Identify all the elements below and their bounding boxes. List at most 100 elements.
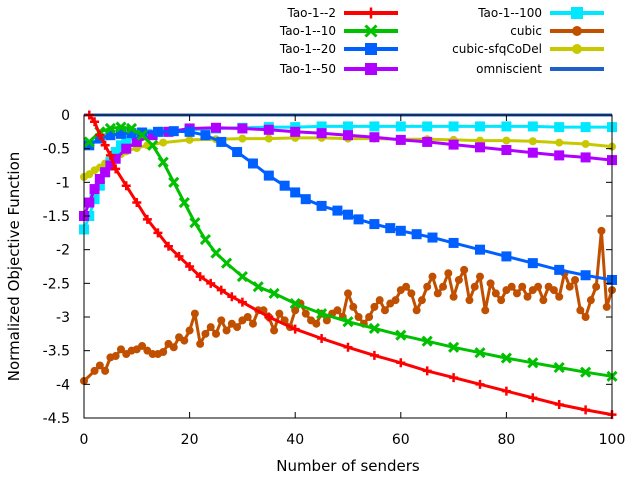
data-point xyxy=(94,173,105,184)
data-point xyxy=(554,122,565,133)
data-point xyxy=(407,289,416,298)
data-point xyxy=(580,122,591,133)
data-point xyxy=(572,26,582,36)
data-point xyxy=(549,286,558,295)
data-point xyxy=(291,306,300,315)
data-point xyxy=(206,278,216,288)
data-point xyxy=(412,306,421,315)
data-point xyxy=(178,196,190,209)
data-point xyxy=(349,302,358,311)
data-point xyxy=(343,342,353,352)
data-point xyxy=(497,296,506,305)
data-point xyxy=(527,357,539,369)
data-point xyxy=(527,258,538,269)
data-point xyxy=(222,326,231,335)
legend-item: Tao-1--50 xyxy=(279,62,398,76)
y-tick-label: -0.5 xyxy=(43,142,70,158)
data-point xyxy=(554,400,564,410)
data-point xyxy=(211,122,221,133)
data-point xyxy=(89,184,100,195)
data-point xyxy=(275,309,284,318)
data-point xyxy=(502,136,511,145)
x-axis-title: Number of senders xyxy=(276,457,420,475)
y-axis-title: Normalized Objective Function xyxy=(5,152,23,382)
data-point xyxy=(454,275,463,284)
data-point xyxy=(290,324,300,334)
data-point xyxy=(121,143,132,154)
data-point xyxy=(534,282,543,291)
data-point xyxy=(572,44,582,54)
data-point xyxy=(528,393,538,403)
data-point xyxy=(168,176,180,188)
data-point xyxy=(491,289,500,298)
data-point xyxy=(422,121,433,132)
data-point xyxy=(206,323,215,332)
data-point xyxy=(343,130,353,141)
data-point xyxy=(90,366,99,375)
data-point xyxy=(243,313,252,321)
data-point xyxy=(199,234,212,246)
y-tick-label: -2 xyxy=(56,243,70,259)
data-point xyxy=(370,302,379,311)
data-point xyxy=(227,292,237,302)
data-point xyxy=(597,226,606,235)
y-tick-label: -4.5 xyxy=(43,411,70,427)
data-point xyxy=(237,123,248,134)
data-point xyxy=(539,296,548,305)
data-point xyxy=(111,164,121,174)
data-point xyxy=(500,352,512,364)
data-point xyxy=(196,339,205,348)
data-point xyxy=(101,366,110,375)
data-point xyxy=(581,139,590,148)
data-point xyxy=(210,247,222,259)
legend-label: Tao-1--50 xyxy=(279,62,336,76)
legend-item: omniscient xyxy=(476,62,604,76)
legend-item: Tao-1--10 xyxy=(279,24,398,38)
data-point xyxy=(333,306,342,315)
y-tick-label: -1 xyxy=(56,175,70,191)
data-point xyxy=(185,262,195,271)
data-point xyxy=(104,122,116,135)
data-point xyxy=(185,135,194,144)
data-point xyxy=(470,282,479,291)
data-point xyxy=(448,139,459,150)
data-point xyxy=(581,405,591,415)
data-point xyxy=(501,145,512,156)
data-point xyxy=(343,121,353,132)
data-point xyxy=(553,361,565,374)
series-tao-1-20 xyxy=(84,126,617,285)
legend-label: cubic xyxy=(510,24,542,38)
data-point xyxy=(85,170,94,179)
data-point xyxy=(571,7,583,19)
data-point xyxy=(184,126,195,137)
data-point xyxy=(481,306,490,315)
data-point xyxy=(365,63,377,75)
data-point xyxy=(512,289,521,298)
data-point xyxy=(159,138,168,147)
legend-label: Tao-1--20 xyxy=(279,42,336,56)
data-point xyxy=(422,366,432,376)
data-point xyxy=(369,132,380,143)
series-tao-1-50 xyxy=(79,122,617,221)
data-point xyxy=(586,296,595,305)
data-point xyxy=(592,282,601,291)
data-point xyxy=(95,130,105,140)
y-tick-label: -4 xyxy=(56,377,70,393)
data-point xyxy=(216,285,226,295)
data-point xyxy=(279,180,290,191)
data-point xyxy=(132,198,142,208)
data-point xyxy=(195,272,205,282)
data-point xyxy=(264,312,274,322)
data-point xyxy=(152,126,163,137)
data-point xyxy=(180,336,189,345)
data-point xyxy=(449,292,458,301)
data-point xyxy=(448,237,459,248)
data-point xyxy=(423,282,432,291)
data-point xyxy=(125,122,138,135)
data-point xyxy=(116,345,125,354)
data-point xyxy=(602,302,611,311)
x-tick-label: 60 xyxy=(392,432,410,448)
data-point xyxy=(290,187,301,198)
data-point xyxy=(185,326,194,335)
data-point xyxy=(507,282,516,291)
